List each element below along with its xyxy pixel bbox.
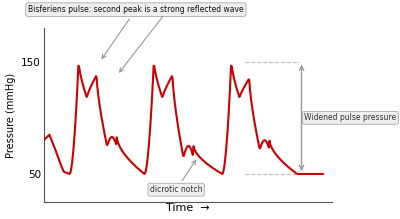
Y-axis label: Pressure (mmHg): Pressure (mmHg) — [6, 72, 16, 158]
Text: Bisferiens pulse: second peak is a strong reflected wave: Bisferiens pulse: second peak is a stron… — [28, 5, 244, 58]
X-axis label: Time  →: Time → — [166, 203, 210, 214]
Text: dicrotic notch: dicrotic notch — [150, 161, 202, 194]
Text: Widened pulse pressure: Widened pulse pressure — [304, 113, 396, 122]
